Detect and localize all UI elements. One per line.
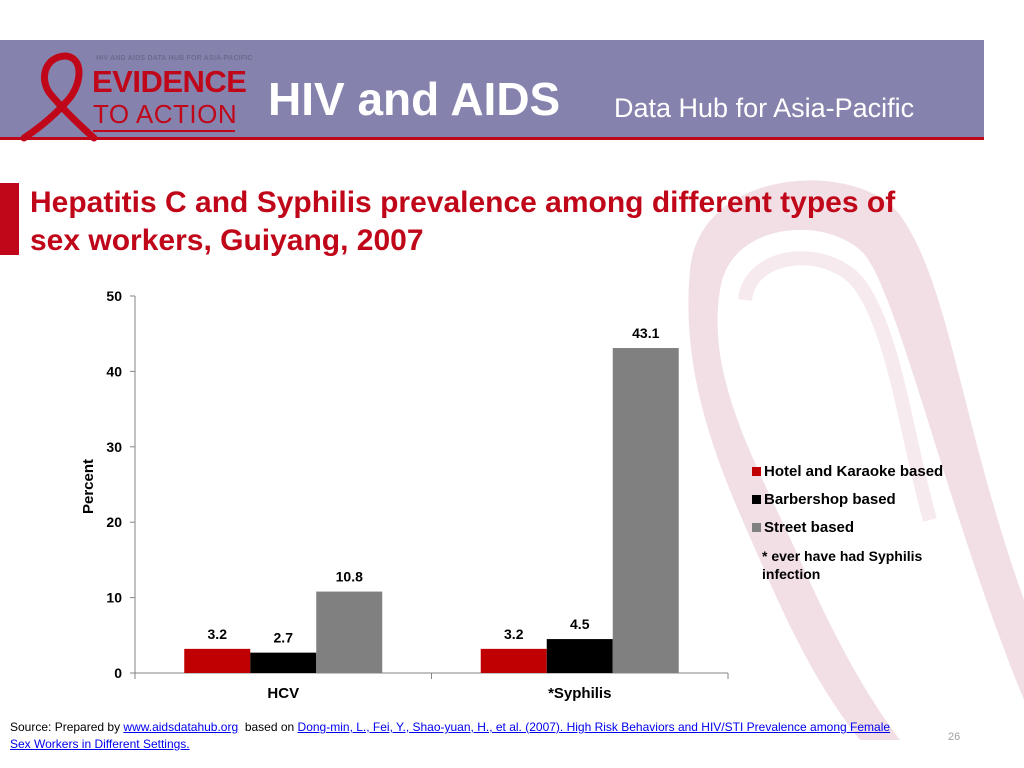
y-tick-label: 30 (106, 439, 122, 455)
y-axis-title: Percent (80, 459, 97, 514)
data-label: 2.7 (274, 630, 294, 646)
legend-swatch-street (752, 522, 761, 532)
header-title: HIV and AIDS (268, 73, 561, 125)
y-tick-label: 50 (106, 288, 122, 304)
reference-link[interactable]: Dong-min, L., Fei, Y., Shao-yuan, H., et… (10, 720, 891, 751)
bar (612, 348, 679, 673)
source-citation: Source: Prepared by www.aidsdatahub.org … (10, 719, 910, 753)
logo-tagline: HIV AND AIDS DATA HUB FOR ASIA-PACIFIC (96, 55, 253, 62)
legend-item-street: Street based (752, 513, 1012, 541)
header-bar: HIV AND AIDS DATA HUB FOR ASIA-PACIFIC E… (0, 40, 984, 142)
legend-swatch-hotel (752, 466, 761, 476)
legend-item-barber: Barbershop based (752, 485, 1012, 513)
chart-legend: Hotel and Karaoke based Barbershop based… (752, 457, 1012, 583)
y-tick-label: 10 (106, 590, 122, 606)
bar (316, 591, 383, 673)
legend-label-barber: Barbershop based (764, 490, 896, 508)
header-subtitle: Data Hub for Asia-Pacific (614, 93, 915, 123)
bar-chart: 0 10 20 30 40 50 Percent HCV 3.2 2.7 10.8 *Syphilis… (80, 288, 729, 702)
title-marker (0, 183, 19, 255)
slide-title: Hepatitis C and Syphilis prevalence amon… (30, 186, 896, 257)
bar (480, 648, 547, 673)
logo-underline (93, 130, 235, 132)
evidence-to-action-logo: HIV AND AIDS DATA HUB FOR ASIA-PACIFIC E… (14, 46, 254, 142)
source-mid: based on (238, 720, 298, 734)
logo-word-evidence: EVIDENCE (92, 64, 247, 99)
y-tick-label: 0 (114, 665, 122, 681)
data-label: 4.5 (570, 616, 590, 632)
x-category-label: HCV (267, 685, 299, 702)
source-prefix: Source: Prepared by (10, 720, 124, 734)
data-label: 3.2 (208, 626, 228, 642)
legend-item-hotel: Hotel and Karaoke based (752, 457, 1012, 485)
data-label: 3.2 (504, 626, 524, 642)
legend-swatch-barber (752, 494, 761, 504)
data-label: 43.1 (632, 325, 659, 341)
y-tick-label: 20 (106, 514, 122, 530)
aidsdatahub-link[interactable]: www.aidsdatahub.org (123, 720, 239, 734)
legend-label-street: Street based (764, 518, 855, 536)
logo-word-to-action: TO ACTION (93, 99, 238, 129)
page-number: 26 (948, 731, 961, 743)
x-category-label: *Syphilis (548, 685, 611, 702)
legend-footnote: * ever have had Syphilis infection (762, 548, 923, 582)
red-ribbon-icon (20, 52, 98, 142)
data-label: 10.8 (336, 569, 363, 585)
bar (184, 648, 251, 673)
bar (546, 639, 613, 673)
legend-label-hotel: Hotel and Karaoke based (764, 462, 944, 480)
y-tick-label: 40 (106, 363, 122, 379)
bar (250, 652, 317, 673)
